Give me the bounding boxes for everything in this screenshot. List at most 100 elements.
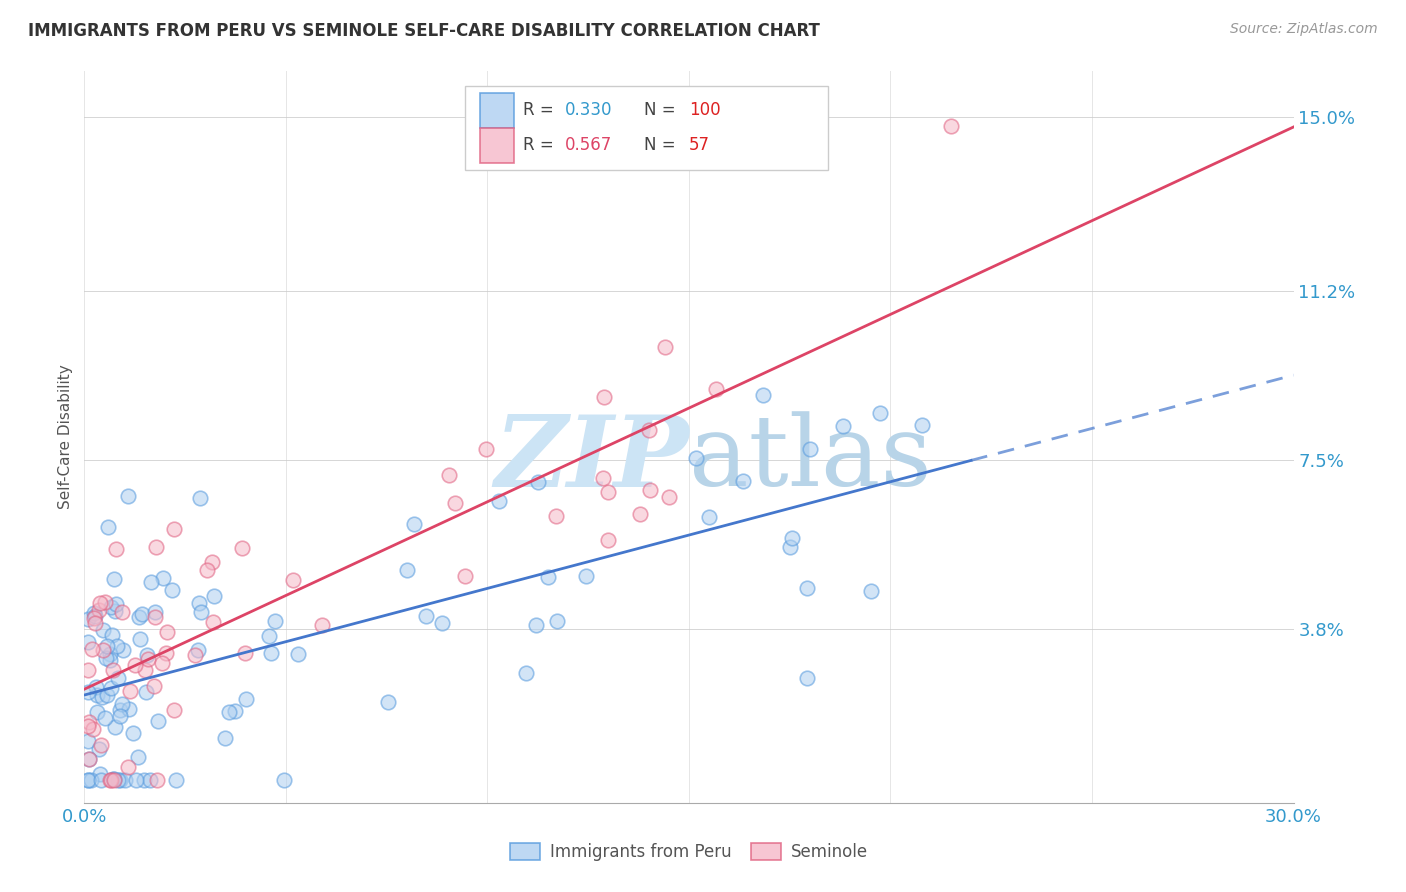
Point <box>218 705 240 719</box>
Point <box>104 720 127 734</box>
Text: N =: N = <box>644 101 681 120</box>
Point <box>628 508 651 522</box>
Point <box>197 563 219 577</box>
Point <box>685 451 707 466</box>
Point <box>592 390 614 404</box>
Point <box>96 639 118 653</box>
Point <box>939 120 962 134</box>
Point <box>110 709 132 723</box>
Point <box>101 628 124 642</box>
Legend: Immigrants from Peru, Seminole: Immigrants from Peru, Seminole <box>503 836 875 868</box>
Point <box>402 516 425 531</box>
Point <box>163 703 186 717</box>
Point <box>128 610 150 624</box>
Point <box>122 725 145 739</box>
Point <box>77 612 100 626</box>
Point <box>136 651 159 665</box>
Point <box>869 406 891 420</box>
Point <box>231 541 253 556</box>
Point <box>129 632 152 646</box>
Point <box>162 583 184 598</box>
Point <box>596 533 619 547</box>
Point <box>101 663 124 677</box>
Point <box>96 520 118 534</box>
Point <box>125 772 148 787</box>
Point <box>138 772 160 787</box>
Text: N =: N = <box>644 136 681 154</box>
Point <box>100 772 122 787</box>
Point <box>118 702 141 716</box>
Point <box>103 572 125 586</box>
Point <box>111 605 134 619</box>
Point <box>796 671 818 685</box>
Point <box>77 752 100 766</box>
Point <box>592 471 614 485</box>
Point <box>82 722 104 736</box>
Point <box>733 474 755 488</box>
Point <box>187 642 209 657</box>
Point <box>135 685 157 699</box>
Point <box>596 484 619 499</box>
Point <box>527 475 550 489</box>
Point <box>283 573 305 587</box>
Point <box>77 715 100 730</box>
Point <box>658 490 681 504</box>
Point <box>84 609 107 624</box>
Point <box>257 629 280 643</box>
Point <box>80 642 103 657</box>
Point <box>183 648 205 662</box>
Text: Source: ZipAtlas.com: Source: ZipAtlas.com <box>1230 22 1378 37</box>
Point <box>96 688 118 702</box>
Text: R =: R = <box>523 101 560 120</box>
Point <box>127 750 149 764</box>
Point <box>104 604 127 618</box>
Point <box>117 760 139 774</box>
Text: IMMIGRANTS FROM PERU VS SEMINOLE SELF-CARE DISABILITY CORRELATION CHART: IMMIGRANTS FROM PERU VS SEMINOLE SELF-CA… <box>28 22 820 40</box>
Point <box>141 574 163 589</box>
Point <box>96 651 118 665</box>
Point <box>103 772 125 787</box>
Point <box>114 772 136 787</box>
Point <box>77 752 100 766</box>
Point <box>107 772 129 787</box>
Point <box>77 663 100 677</box>
Point <box>146 772 169 787</box>
Point <box>98 647 121 661</box>
Point <box>779 540 801 554</box>
Point <box>84 615 107 630</box>
Point <box>187 596 209 610</box>
Point <box>103 772 125 787</box>
Point <box>488 494 510 508</box>
Point <box>152 656 174 670</box>
Point <box>454 569 477 583</box>
Text: R =: R = <box>523 136 560 154</box>
Point <box>111 697 134 711</box>
Point <box>224 704 246 718</box>
Point <box>524 618 547 632</box>
Point <box>80 772 103 787</box>
Point <box>100 681 122 695</box>
Point <box>537 570 560 584</box>
Point <box>77 685 100 699</box>
Point <box>94 595 117 609</box>
Point <box>105 639 128 653</box>
Point <box>83 611 105 625</box>
Point <box>155 646 177 660</box>
Point <box>396 563 419 577</box>
Point <box>89 596 111 610</box>
Point <box>163 522 186 536</box>
Point <box>415 608 437 623</box>
Point <box>235 692 257 706</box>
Point <box>118 684 141 698</box>
Point <box>124 658 146 673</box>
Point <box>91 643 114 657</box>
Point <box>575 569 598 583</box>
Point <box>437 468 460 483</box>
FancyBboxPatch shape <box>479 128 513 163</box>
Text: 0.567: 0.567 <box>564 136 612 154</box>
Point <box>89 767 111 781</box>
Point <box>86 705 108 719</box>
Point <box>202 615 225 629</box>
Text: ZIP: ZIP <box>494 411 689 508</box>
Text: atlas: atlas <box>689 411 932 507</box>
